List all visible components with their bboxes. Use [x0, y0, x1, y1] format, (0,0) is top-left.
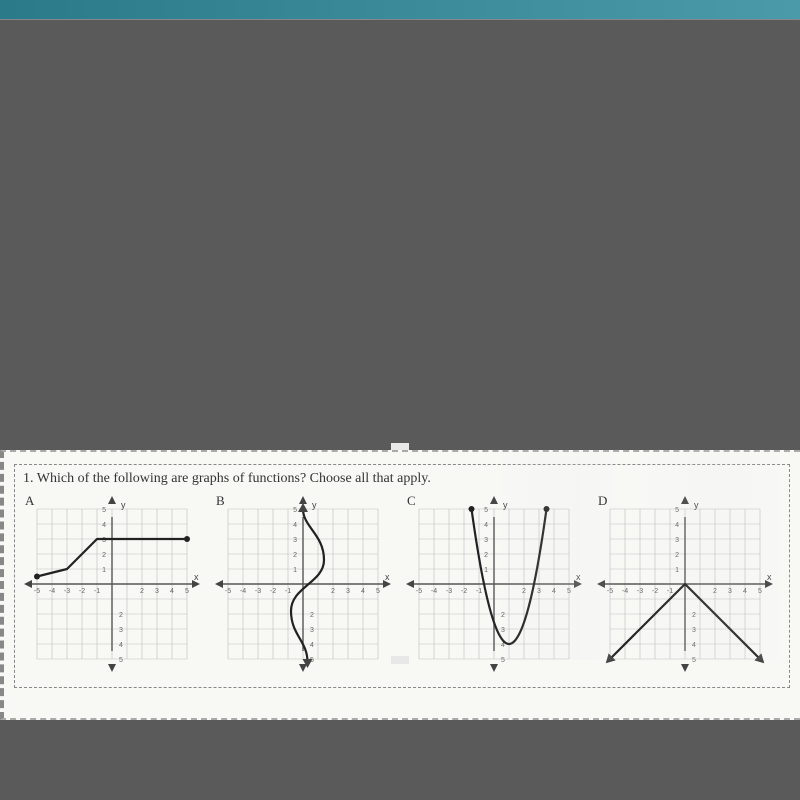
svg-text:x: x: [576, 572, 581, 582]
graphs-row: A 5 4 3 2 1 2 3 4 5 -5 -4 -3 -2 -1 2 3 4 5 y x B 5 4 3 2 1 2 3 4 5 -5 -…: [23, 495, 781, 673]
question-body: Which of the following are graphs of fun…: [37, 471, 431, 486]
svg-text:-3: -3: [637, 588, 643, 595]
svg-text:x: x: [767, 572, 772, 582]
svg-text:4: 4: [293, 522, 297, 529]
svg-text:4: 4: [102, 522, 106, 529]
svg-text:4: 4: [119, 642, 123, 649]
svg-text:3: 3: [692, 627, 696, 634]
page-clip-bottom: [391, 656, 409, 664]
svg-text:-1: -1: [476, 588, 482, 595]
question-number: 1.: [23, 471, 34, 486]
svg-text:5: 5: [376, 588, 380, 595]
svg-text:2: 2: [102, 552, 106, 559]
svg-text:5: 5: [484, 507, 488, 514]
svg-text:x: x: [385, 572, 390, 582]
svg-text:-2: -2: [79, 588, 85, 595]
svg-text:y: y: [312, 500, 317, 510]
svg-text:5: 5: [119, 657, 123, 664]
svg-text:-5: -5: [416, 588, 422, 595]
svg-text:2: 2: [293, 552, 297, 559]
window-top-bar: [0, 0, 800, 20]
svg-text:x: x: [194, 572, 199, 582]
svg-text:-4: -4: [431, 588, 437, 595]
panel-label: D: [598, 493, 607, 509]
graph-panel-A: A543212345-5-4-3-2-12345yx: [23, 495, 208, 673]
svg-text:2: 2: [675, 552, 679, 559]
svg-text:2: 2: [501, 612, 505, 619]
svg-text:-1: -1: [94, 588, 100, 595]
svg-text:2: 2: [119, 612, 123, 619]
svg-text:-3: -3: [255, 588, 261, 595]
graph-panel-B: B543212345-5-4-3-2-12345yx: [214, 495, 399, 673]
svg-text:2: 2: [310, 612, 314, 619]
svg-text:2: 2: [140, 588, 144, 595]
svg-text:-4: -4: [49, 588, 55, 595]
svg-text:3: 3: [155, 588, 159, 595]
svg-text:-1: -1: [285, 588, 291, 595]
graph-panel-C: C543212345-5-4-3-2-12345yx: [405, 495, 590, 673]
svg-text:3: 3: [675, 537, 679, 544]
svg-text:4: 4: [552, 588, 556, 595]
svg-text:2: 2: [713, 588, 717, 595]
graph-panel-D: D 5 4 3 2 1 2 3 4 5 -5 -4 -3 -2 -1 2 3 4 5 y x: [596, 495, 781, 673]
svg-text:5: 5: [758, 588, 762, 595]
svg-text:-3: -3: [64, 588, 70, 595]
svg-text:4: 4: [170, 588, 174, 595]
question-frame: 1. Which of the following are graphs of …: [14, 464, 790, 688]
svg-text:y: y: [694, 500, 699, 510]
panel-label: C: [407, 493, 416, 509]
svg-text:4: 4: [310, 642, 314, 649]
svg-text:3: 3: [537, 588, 541, 595]
svg-text:1: 1: [484, 567, 488, 574]
svg-text:4: 4: [675, 522, 679, 529]
svg-text:3: 3: [293, 537, 297, 544]
svg-text:-3: -3: [446, 588, 452, 595]
svg-text:-2: -2: [270, 588, 276, 595]
panel-label: A: [25, 493, 34, 509]
svg-text:5: 5: [692, 657, 696, 664]
svg-text:-4: -4: [240, 588, 246, 595]
svg-text:3: 3: [119, 627, 123, 634]
svg-text:-5: -5: [607, 588, 613, 595]
worksheet-region: 1. Which of the following are graphs of …: [0, 450, 800, 720]
svg-text:3: 3: [346, 588, 350, 595]
svg-text:y: y: [121, 500, 126, 510]
svg-text:-4: -4: [622, 588, 628, 595]
svg-text:2: 2: [484, 552, 488, 559]
svg-text:4: 4: [361, 588, 365, 595]
svg-text:-5: -5: [34, 588, 40, 595]
svg-text:2: 2: [692, 612, 696, 619]
panel-label: B: [216, 493, 225, 509]
svg-text:4: 4: [743, 588, 747, 595]
svg-text:2: 2: [331, 588, 335, 595]
svg-text:5: 5: [102, 507, 106, 514]
svg-text:-1: -1: [667, 588, 673, 595]
svg-text:3: 3: [484, 537, 488, 544]
svg-text:1: 1: [102, 567, 106, 574]
svg-text:3: 3: [728, 588, 732, 595]
svg-text:4: 4: [692, 642, 696, 649]
svg-text:-2: -2: [652, 588, 658, 595]
question-text: 1. Which of the following are graphs of …: [23, 471, 781, 487]
svg-text:5: 5: [567, 588, 571, 595]
svg-text:-2: -2: [461, 588, 467, 595]
svg-text:5: 5: [293, 507, 297, 514]
svg-text:2: 2: [522, 588, 526, 595]
svg-text:3: 3: [501, 627, 505, 634]
svg-text:5: 5: [501, 657, 505, 664]
svg-text:3: 3: [310, 627, 314, 634]
svg-text:-5: -5: [225, 588, 231, 595]
svg-text:1: 1: [675, 567, 679, 574]
svg-text:4: 4: [484, 522, 488, 529]
svg-text:5: 5: [185, 588, 189, 595]
svg-text:5: 5: [675, 507, 679, 514]
svg-text:1: 1: [293, 567, 297, 574]
svg-text:y: y: [503, 500, 508, 510]
